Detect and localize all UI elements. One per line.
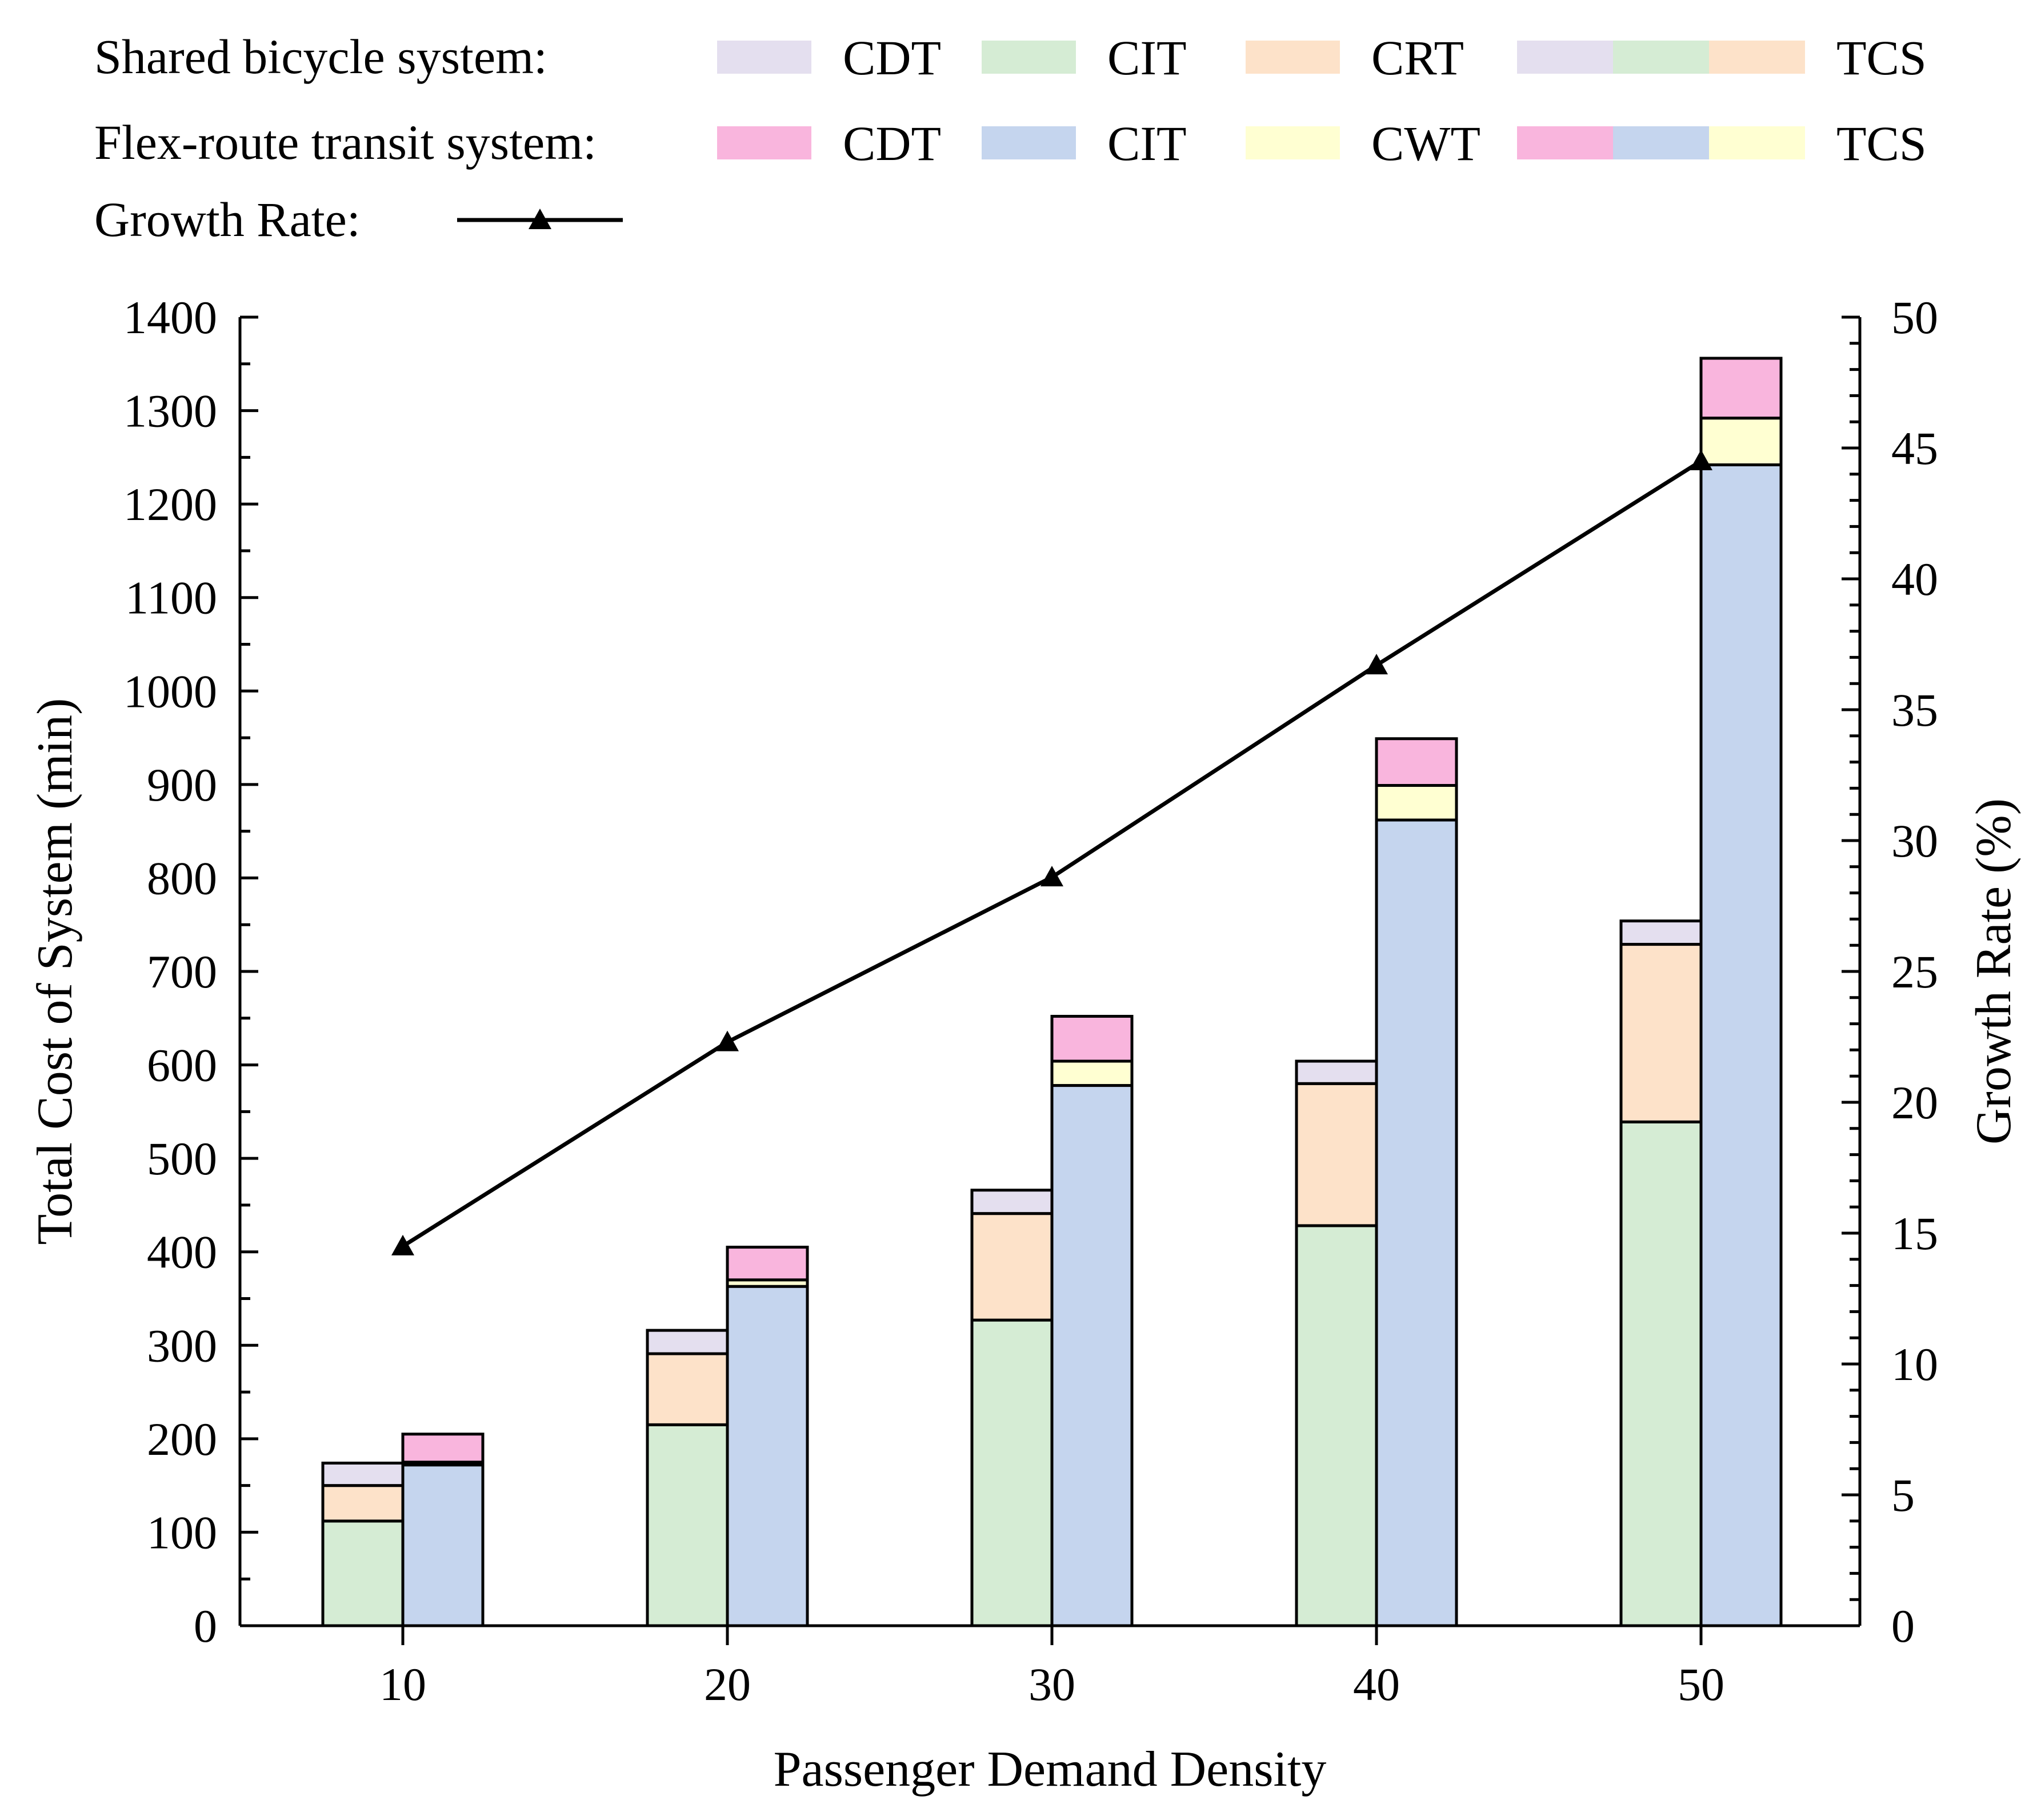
y-tick-label: 700 (147, 946, 217, 998)
bar-flex-cit-30 (1050, 1084, 1134, 1627)
x-tick-label: 20 (704, 1658, 751, 1710)
bar-flex-cdt-10 (401, 1433, 485, 1464)
legend-item-label: TCS (1836, 116, 1927, 171)
bar-flex-cit-50 (1699, 463, 1783, 1627)
y-tick-label: 200 (147, 1413, 217, 1465)
bar-bicycle-crt-40 (1295, 1082, 1378, 1227)
y2-axis-title: Growth Rate (%) (1966, 798, 2022, 1145)
legend-group-label: Flex-route transit system: (94, 115, 597, 170)
y-tick-label: 1300 (123, 385, 217, 437)
legend-item-label: CDT (843, 30, 941, 85)
y-tick-label: 1000 (123, 665, 217, 717)
legend-swatch (1517, 126, 1613, 159)
y2-tick-label: 0 (1891, 1600, 1915, 1652)
y2-tick-label: 10 (1891, 1338, 1938, 1390)
legend-swatch (1246, 41, 1340, 74)
bar-bicycle-cit-30 (970, 1318, 1054, 1627)
legend-swatch (1709, 126, 1805, 159)
legend-swatch (1709, 41, 1805, 74)
bar-bicycle-cdt-20 (646, 1329, 729, 1355)
y-axis-title: Total Cost of System (min) (27, 698, 83, 1245)
y2-tick-label: 40 (1891, 553, 1938, 605)
growth-rate-marker (1040, 866, 1063, 887)
bar-flex-cdt-40 (1375, 737, 1458, 787)
y-tick-label: 1100 (125, 572, 217, 624)
growth-rate-marker (1690, 449, 1712, 470)
legend-item-label: TCS (1836, 30, 1927, 85)
x-tick-label: 40 (1353, 1658, 1400, 1710)
legend-item-label: CDT (843, 116, 941, 171)
legend-item-label: CRT (1371, 30, 1464, 85)
bar-flex-cdt-20 (726, 1246, 809, 1282)
y2-tick-label: 50 (1891, 291, 1938, 343)
bar-flex-cit-10 (401, 1463, 485, 1627)
bar-flex-cdt-30 (1050, 1015, 1134, 1063)
y2-tick-label: 20 (1891, 1077, 1938, 1129)
legend-swatch (717, 126, 811, 159)
legend-swatch (1517, 41, 1613, 74)
y2-tick-label: 25 (1891, 946, 1938, 998)
y-tick-label: 800 (147, 852, 217, 904)
legend-group-label: Shared bicycle system: (94, 29, 547, 84)
bar-bicycle-crt-10 (321, 1484, 405, 1523)
bar-flex-cwt-50 (1699, 417, 1783, 466)
y2-tick-label: 30 (1891, 815, 1938, 867)
y-tick-label: 500 (147, 1133, 217, 1185)
bar-flex-cwt-30 (1050, 1059, 1134, 1087)
x-tick-label: 50 (1678, 1658, 1724, 1710)
bar-flex-cdt-50 (1699, 357, 1783, 420)
bar-flex-cit-20 (726, 1285, 809, 1627)
bar-bicycle-cit-40 (1295, 1224, 1378, 1627)
bar-bicycle-cit-10 (321, 1519, 405, 1627)
y-tick-label: 100 (147, 1506, 217, 1558)
legend-swatch (982, 41, 1076, 74)
legend-swatch (982, 126, 1076, 159)
growth-rate-marker (1365, 654, 1388, 675)
bar-bicycle-cit-20 (646, 1423, 729, 1627)
y2-tick-label: 5 (1891, 1469, 1915, 1521)
growth-rate-marker (716, 1030, 739, 1051)
y-tick-label: 300 (147, 1319, 217, 1371)
bar-bicycle-cdt-40 (1295, 1059, 1378, 1085)
y-tick-label: 900 (147, 759, 217, 811)
bar-bicycle-cdt-50 (1619, 919, 1703, 946)
x-axis-title: Passenger Demand Density (774, 1742, 1327, 1797)
legend-swatch (1613, 41, 1709, 74)
legend-line-marker (529, 209, 551, 229)
legend-swatch (1613, 126, 1709, 159)
y2-tick-label: 15 (1891, 1207, 1938, 1259)
y-tick-label: 1400 (123, 291, 217, 343)
y2-tick-label: 35 (1891, 684, 1938, 736)
legend-item-label: CIT (1107, 116, 1187, 171)
legend-item-label: CIT (1107, 30, 1187, 85)
bar-flex-cit-40 (1375, 818, 1458, 1627)
legend-item-label: CWT (1371, 116, 1480, 171)
y-tick-label: 0 (194, 1600, 217, 1652)
y-tick-label: 400 (147, 1226, 217, 1278)
growth-rate-marker (391, 1234, 414, 1255)
bar-bicycle-crt-50 (1619, 943, 1703, 1123)
bar-bicycle-cdt-30 (970, 1189, 1054, 1215)
legend-swatch (717, 41, 811, 74)
bar-bicycle-cdt-10 (321, 1461, 405, 1487)
bar-bicycle-crt-20 (646, 1352, 729, 1426)
x-tick-label: 30 (1028, 1658, 1075, 1710)
y-tick-label: 600 (147, 1039, 217, 1091)
x-tick-label: 10 (379, 1658, 426, 1710)
bar-bicycle-crt-30 (970, 1212, 1054, 1322)
bar-bicycle-cit-50 (1619, 1120, 1703, 1627)
bar-flex-cwt-40 (1375, 783, 1458, 822)
y-tick-label: 1200 (123, 478, 217, 530)
legend-group-label: Growth Rate: (94, 192, 361, 247)
legend-swatch (1246, 126, 1340, 159)
y2-tick-label: 45 (1891, 422, 1938, 474)
